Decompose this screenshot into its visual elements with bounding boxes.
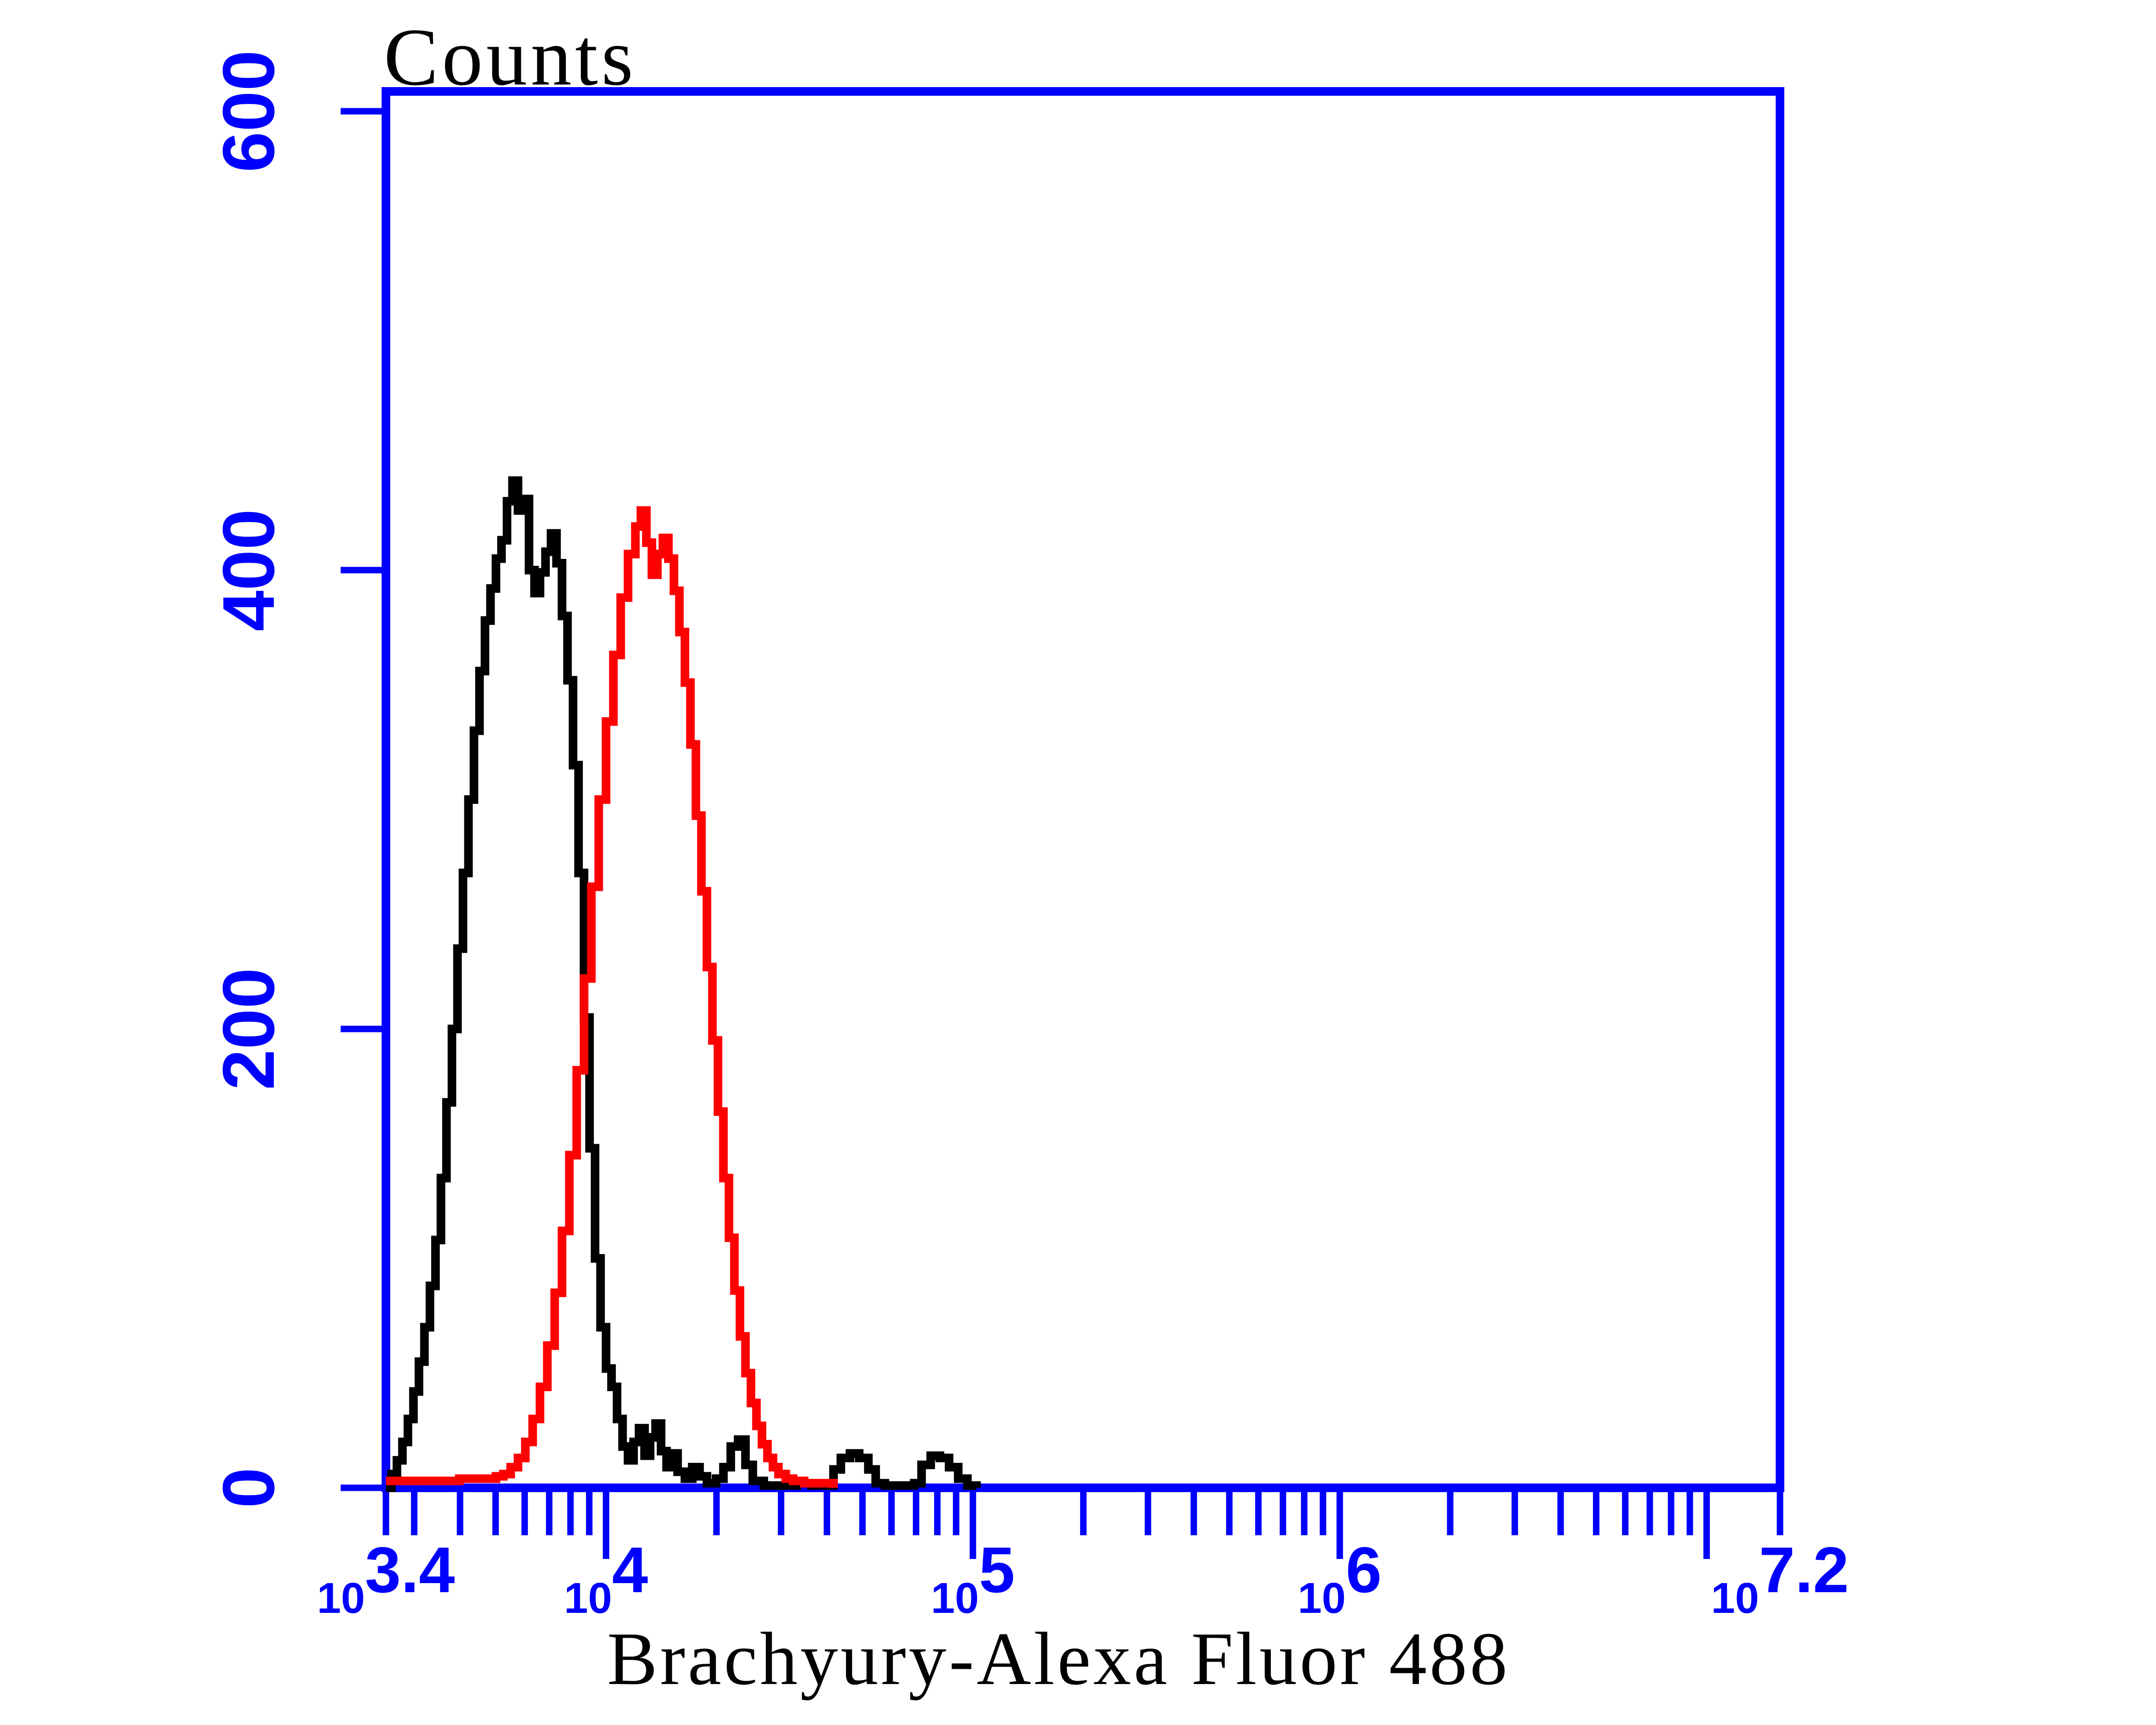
y-tick-label-200: 200 [208, 968, 290, 1090]
x-tick-label-10e3.4: 103.4 [317, 1534, 455, 1622]
stained-histogram-curve [386, 506, 838, 1488]
x-tick-base: 10 [931, 1574, 979, 1622]
y-tick-label-600: 600 [208, 50, 290, 172]
chart-title: Counts [384, 12, 636, 103]
x-tick-label-10e7.2: 107.2 [1711, 1534, 1849, 1622]
x-axis-title: Brachyury-Alexa Fluor 488 [607, 1617, 1510, 1700]
x-tick-exponent: 6 [1346, 1534, 1382, 1606]
x-tick-exponent: 4 [612, 1534, 648, 1606]
y-tick-labels: 0 200 400 600 [208, 50, 290, 1508]
x-tick-label-10e4: 104 [564, 1534, 648, 1622]
control-histogram-curve [386, 476, 981, 1492]
y-axis-ticks [341, 108, 389, 1491]
x-tick-exponent: 7.2 [1759, 1534, 1849, 1606]
x-tick-labels: 103.4 104 105 106 107.2 [317, 1534, 1849, 1622]
x-tick-base: 10 [564, 1574, 612, 1622]
x-tick-base: 10 [1711, 1574, 1759, 1622]
x-tick-label-10e6: 106 [1298, 1534, 1382, 1622]
plot-border [382, 87, 1784, 1492]
x-tick-base: 10 [317, 1574, 365, 1622]
y-tick-label-0: 0 [208, 1468, 290, 1509]
x-tick-exponent: 5 [979, 1534, 1015, 1606]
y-tick-label-400: 400 [208, 509, 290, 631]
x-tick-label-10e5: 105 [931, 1534, 1015, 1622]
x-axis-ticks [382, 1484, 1783, 1559]
x-tick-exponent: 3.4 [365, 1534, 455, 1606]
x-tick-base: 10 [1298, 1574, 1346, 1622]
